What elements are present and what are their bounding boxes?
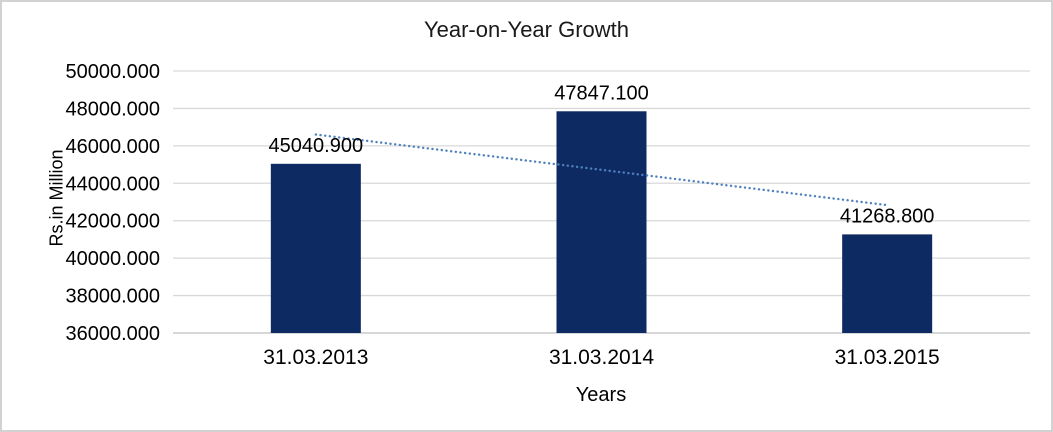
x-axis-title: Years bbox=[575, 384, 627, 406]
bar-value-label: 47847.100 bbox=[554, 82, 649, 104]
y-tick-label: 46000.000 bbox=[65, 136, 160, 158]
chart-title: Year-on-Year Growth bbox=[423, 17, 630, 42]
bar-value-label: 41268.800 bbox=[840, 205, 935, 227]
bar bbox=[556, 111, 647, 334]
x-category-label: 31.03.2015 bbox=[835, 346, 940, 369]
bar-value-label: 45040.900 bbox=[269, 135, 364, 157]
y-tick-label: 44000.000 bbox=[65, 173, 160, 195]
y-tick-label: 38000.000 bbox=[65, 286, 160, 308]
y-tick-label: 48000.000 bbox=[65, 98, 160, 120]
y-tick-label: 40000.000 bbox=[65, 248, 160, 270]
bar bbox=[270, 163, 361, 333]
x-category-label: 31.03.2014 bbox=[549, 346, 654, 369]
y-tick-label: 42000.000 bbox=[65, 211, 160, 233]
bar bbox=[842, 234, 933, 333]
x-category-label: 31.03.2013 bbox=[263, 346, 368, 369]
y-tick-label: 50000.000 bbox=[65, 61, 160, 83]
y-tick-label: 36000.000 bbox=[65, 323, 160, 345]
trendline bbox=[314, 133, 889, 207]
